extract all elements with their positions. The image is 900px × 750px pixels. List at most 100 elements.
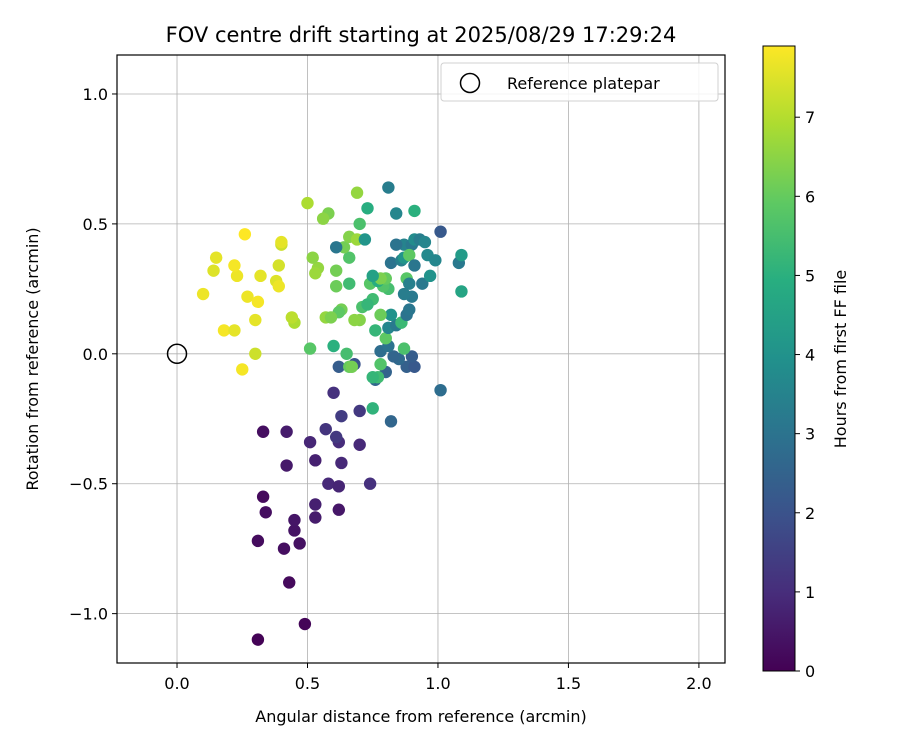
data-point <box>259 506 272 519</box>
grid <box>117 55 725 663</box>
data-point <box>228 324 241 337</box>
data-point <box>361 202 374 215</box>
data-point <box>309 498 322 511</box>
data-point <box>403 277 416 290</box>
data-point <box>329 280 343 293</box>
data-point <box>303 435 317 449</box>
data-point <box>379 332 392 345</box>
data-point <box>387 350 400 363</box>
data-point <box>329 241 343 254</box>
colorbar-tick-label: 2 <box>805 504 815 523</box>
data-point <box>384 415 398 428</box>
legend-box <box>440 62 719 102</box>
data-point <box>374 308 387 322</box>
data-point <box>280 459 293 472</box>
colorbar-label: Hours from first FF file <box>831 270 850 449</box>
y-tick-label: 1.0 <box>83 85 108 104</box>
data-point <box>361 298 374 311</box>
data-point <box>251 534 265 548</box>
data-point <box>217 324 231 337</box>
data-point <box>397 342 411 355</box>
data-point <box>298 617 312 631</box>
data-point <box>332 480 346 493</box>
x-axis-label: Angular distance from reference (arcmin) <box>255 707 586 726</box>
data-point <box>353 404 366 418</box>
data-point <box>366 402 379 415</box>
data-point <box>332 503 346 516</box>
data-point <box>249 313 262 327</box>
data-point <box>288 524 301 537</box>
data-point <box>397 287 411 301</box>
legend-label: Reference platepar <box>507 74 660 93</box>
colorbar-ticks: 0 1 2 3 4 5 6 7 <box>795 108 815 681</box>
data-point <box>348 313 361 327</box>
data-point <box>329 430 343 444</box>
data-point <box>306 251 319 264</box>
data-point <box>374 357 387 371</box>
data-point <box>280 425 293 438</box>
data-point <box>369 324 382 337</box>
data-point <box>335 409 348 423</box>
data-point <box>322 477 335 490</box>
data-point <box>327 339 340 353</box>
data-point <box>418 235 432 249</box>
colorbar-tick-label: 7 <box>805 108 815 127</box>
data-point <box>353 438 366 451</box>
colorbar-tick-label: 6 <box>805 187 815 206</box>
data-point <box>343 251 356 264</box>
data-point <box>288 513 301 527</box>
data-point <box>335 456 348 470</box>
y-tick-label: 0.5 <box>83 215 108 234</box>
colorbar-tick-label: 5 <box>805 266 815 285</box>
data-point <box>277 542 291 555</box>
data-point <box>309 267 322 280</box>
data-point <box>285 311 299 324</box>
x-tick-label: 1.5 <box>556 674 581 693</box>
data-point <box>345 360 359 373</box>
x-axis-ticks: 0.0 0.5 1.0 1.5 2.0 <box>164 663 712 693</box>
data-point <box>309 511 322 524</box>
data-point <box>416 277 429 290</box>
data-point <box>316 212 330 225</box>
data-point <box>366 370 379 384</box>
data-point <box>353 217 366 231</box>
data-point <box>329 264 343 277</box>
legend: Reference platepar <box>440 62 719 102</box>
data-point <box>236 363 249 376</box>
x-tick-label: 0.0 <box>164 674 189 693</box>
data-point <box>241 290 254 303</box>
data-point <box>390 207 403 220</box>
x-tick-label: 2.0 <box>686 674 711 693</box>
data-points <box>196 181 468 646</box>
data-point <box>366 269 379 283</box>
colorbar-tick-label: 4 <box>805 346 815 365</box>
y-tick-label: −0.5 <box>69 475 108 494</box>
data-point <box>434 383 447 397</box>
data-point <box>434 225 447 238</box>
data-point <box>343 277 356 290</box>
data-point <box>207 264 220 277</box>
data-point <box>230 269 244 283</box>
data-point <box>251 633 265 646</box>
data-point <box>283 576 296 589</box>
data-point <box>254 269 267 283</box>
data-point <box>423 269 437 283</box>
data-point <box>238 228 252 241</box>
data-point <box>293 537 306 550</box>
data-point <box>303 342 317 355</box>
data-point <box>275 235 288 249</box>
data-point <box>309 454 322 467</box>
colorbar-tick-label: 0 <box>805 662 815 681</box>
reference-marker <box>166 343 188 365</box>
data-point <box>403 303 416 316</box>
data-point <box>429 254 442 267</box>
data-point <box>408 204 421 218</box>
colorbar-tick-label: 3 <box>805 425 815 444</box>
data-point <box>455 285 468 298</box>
data-point <box>324 311 338 324</box>
data-point <box>403 248 416 262</box>
data-point <box>384 256 398 270</box>
data-point <box>358 233 372 246</box>
data-point <box>327 386 340 399</box>
